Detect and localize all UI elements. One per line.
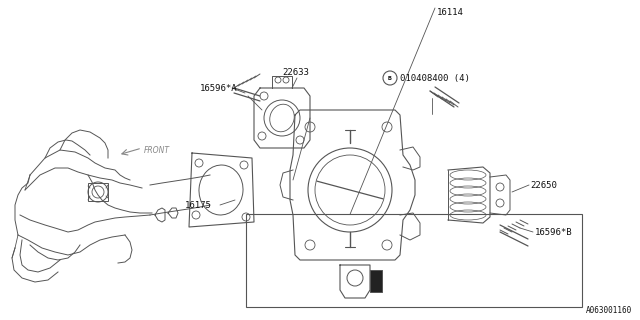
Bar	[370, 270, 382, 292]
Text: 16114: 16114	[437, 8, 464, 17]
Text: 16175: 16175	[185, 201, 212, 210]
Text: 16596*B: 16596*B	[535, 228, 573, 236]
Text: FRONT: FRONT	[144, 146, 170, 155]
Text: 010408400 (4): 010408400 (4)	[400, 74, 470, 83]
Bar	[88, 183, 108, 201]
Text: A063001160: A063001160	[586, 306, 632, 315]
Text: B: B	[388, 76, 392, 81]
Text: 16596*A: 16596*A	[200, 84, 237, 92]
Text: 22633: 22633	[282, 68, 309, 76]
Bar	[246, 214, 582, 307]
Text: 22650: 22650	[530, 180, 557, 189]
